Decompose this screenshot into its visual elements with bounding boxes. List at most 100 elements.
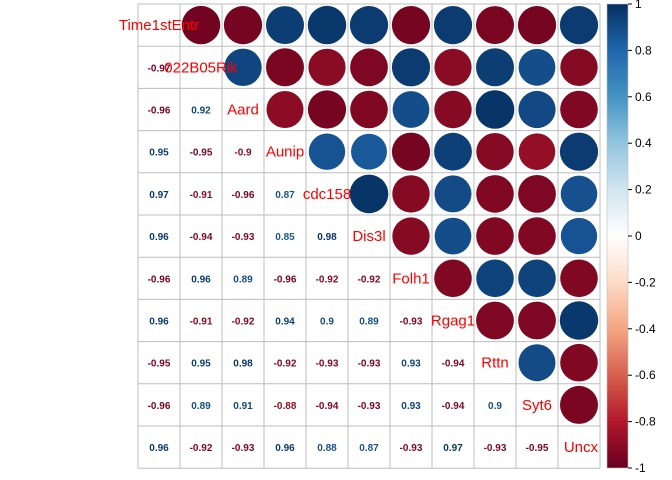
correlation-circle — [434, 259, 472, 298]
correlation-circle — [518, 174, 556, 213]
colorbar-tick-label: 1 — [635, 0, 642, 11]
correlation-value: -0.95 — [526, 443, 549, 454]
correlation-value: -0.93 — [400, 443, 423, 454]
correlation-circle — [350, 48, 388, 87]
colorbar-tick-label: -0.2 — [635, 275, 656, 289]
correlation-circle — [560, 48, 598, 87]
correlation-value: 0.87 — [275, 190, 295, 201]
correlation-circle — [433, 5, 473, 45]
variable-label: Dis3l — [352, 228, 385, 245]
correlation-value: 0.96 — [149, 232, 169, 243]
correlation-circle — [559, 132, 599, 171]
correlation-value: 0.87 — [359, 443, 379, 454]
correlation-circle — [391, 48, 431, 87]
correlation-value: 0.93 — [401, 401, 421, 412]
correlation-value: -0.96 — [148, 274, 171, 285]
variable-label: 022B05Rik — [164, 59, 238, 76]
colorbar-tick-label: 0.4 — [635, 136, 652, 150]
correlation-value: -0.96 — [148, 106, 171, 117]
variable-label: Time1stEntr — [119, 17, 199, 34]
correlation-circle — [518, 48, 556, 86]
variable-label: Folh1 — [392, 270, 430, 287]
correlation-circle — [476, 217, 514, 255]
colorbar-tick-label: -0.8 — [635, 415, 656, 429]
correlation-circle — [392, 175, 430, 213]
correlation-value: 0.96 — [149, 443, 169, 454]
correlation-value: 0.93 — [401, 359, 421, 370]
correlation-value: -0.92 — [274, 359, 297, 370]
correlation-circle — [434, 175, 472, 213]
correlation-value: -0.93 — [484, 443, 507, 454]
correlation-circle — [265, 6, 305, 45]
variable-label: Uncx — [564, 439, 599, 456]
correlation-value: -0.92 — [358, 274, 381, 285]
colorbar — [606, 3, 629, 469]
correlation-circle — [560, 259, 598, 298]
correlation-circle — [434, 217, 472, 255]
correlation-circle — [224, 48, 262, 87]
variable-label: Rttn — [481, 355, 509, 372]
correlation-value: 0.91 — [233, 401, 253, 412]
correlation-circle — [307, 90, 347, 129]
correlation-value: 0.97 — [443, 443, 463, 454]
correlation-value: -0.96 — [274, 274, 297, 285]
correlation-circle — [349, 5, 389, 45]
correlation-circle — [518, 217, 556, 255]
grid-lines — [137, 3, 601, 469]
correlation-circle — [308, 133, 346, 170]
correlation-circle — [391, 132, 431, 171]
variable-label: Aunip — [266, 144, 304, 161]
colorbar-tick-label: 0.2 — [635, 183, 652, 197]
correlation-circle — [265, 48, 305, 87]
correlation-circle — [434, 90, 472, 129]
correlation-circle — [223, 5, 263, 45]
correlation-circle — [392, 91, 430, 128]
correlation-value: -0.93 — [316, 359, 339, 370]
correlation-value: 0.96 — [149, 317, 169, 328]
correlation-value: 0.88 — [317, 443, 337, 454]
correlation-value: 0.94 — [275, 317, 295, 328]
correlation-value: 0.98 — [233, 359, 253, 370]
correlation-value: 0.92 — [191, 106, 211, 117]
correlation-circle — [434, 48, 472, 86]
correlation-value: 0.96 — [275, 443, 295, 454]
correlation-circle — [560, 175, 598, 213]
correlation-value: -0.92 — [316, 274, 339, 285]
correlation-value: 0.97 — [149, 190, 169, 201]
correlation-circle — [476, 259, 514, 298]
correlation-circle — [308, 48, 346, 86]
correlation-circle — [349, 174, 389, 214]
correlation-circle — [351, 133, 387, 170]
correlation-value: -0.92 — [232, 317, 255, 328]
variable-label: Aard — [227, 102, 259, 119]
correlation-value: 0.9 — [320, 317, 334, 328]
correlation-value: 0.89 — [233, 274, 253, 285]
correlation-value: -0.92 — [190, 443, 213, 454]
correlation-value: -0.97 — [148, 63, 171, 74]
correlation-value: 0.98 — [317, 232, 337, 243]
correlation-circle — [475, 48, 515, 87]
correlation-circle — [559, 385, 599, 424]
correlation-value: 0.9 — [488, 401, 502, 412]
correlation-value: -0.88 — [274, 401, 297, 412]
correlation-circle — [517, 5, 557, 45]
correlation-circle — [559, 301, 599, 340]
correlation-circle — [266, 91, 304, 128]
correlation-value: 0.85 — [275, 232, 295, 243]
correlation-circle — [518, 90, 556, 129]
correlation-value: -0.93 — [400, 317, 423, 328]
colorbar-tick-label: 0.8 — [635, 43, 652, 57]
correlation-circle — [518, 133, 556, 170]
correlation-value: -0.94 — [442, 359, 465, 370]
correlation-value: -0.93 — [232, 443, 255, 454]
colorbar-tick-label: -0.4 — [635, 322, 656, 336]
correlation-value: 0.89 — [359, 317, 379, 328]
correlation-circle — [434, 132, 472, 171]
correlation-circle — [518, 301, 556, 340]
correlation-circle — [307, 5, 347, 45]
correlation-value: -0.91 — [190, 190, 213, 201]
correlation-circle — [559, 5, 599, 45]
correlation-circle — [560, 343, 598, 382]
correlation-circle — [475, 90, 515, 129]
correlation-value: -0.94 — [442, 401, 465, 412]
